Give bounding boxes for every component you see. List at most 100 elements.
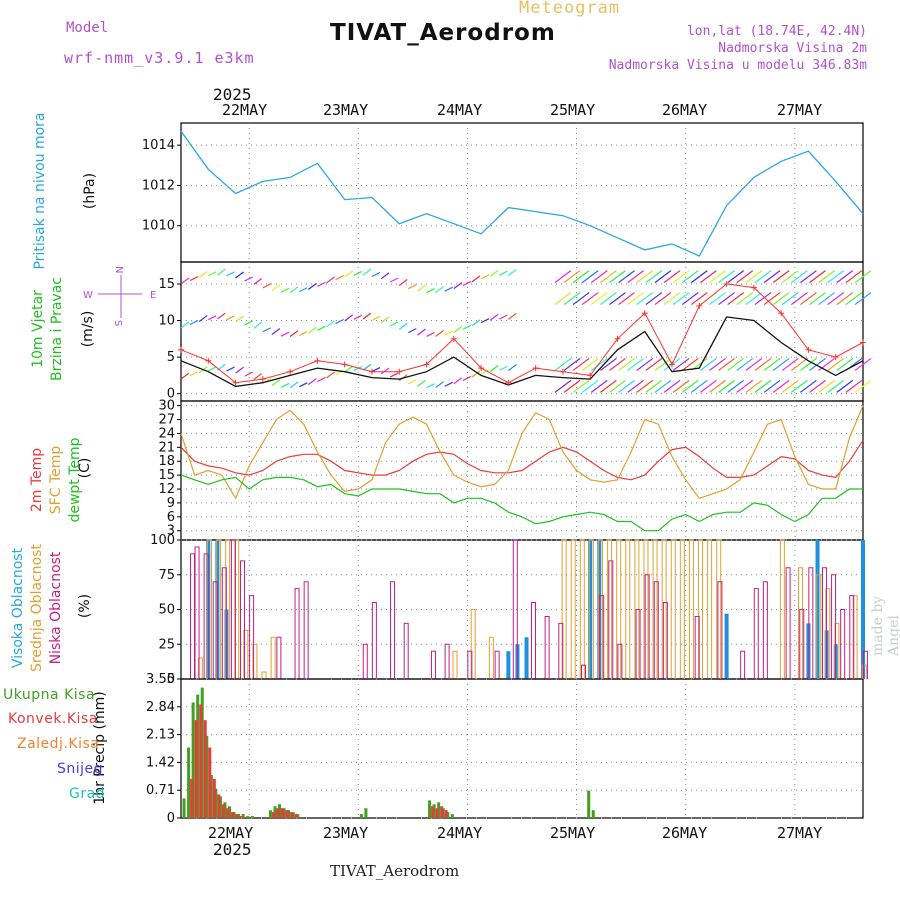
wind-barb <box>435 286 444 294</box>
wind-barb <box>572 270 590 284</box>
wind-gust-line <box>180 283 864 384</box>
wind-barb <box>498 365 508 371</box>
wind-barb <box>854 357 872 371</box>
date-label-top: 24MAY <box>437 101 483 119</box>
wind-barb <box>672 357 690 371</box>
wind-barb <box>600 379 617 393</box>
cloud-low-bar <box>303 581 309 679</box>
wind-barb <box>854 270 872 284</box>
date-label-top: 26MAY <box>662 101 708 119</box>
cloud-low-bar <box>530 602 536 679</box>
wind-barb <box>317 281 326 287</box>
wind-barb <box>645 379 663 393</box>
wind-barb <box>417 284 426 292</box>
precip-tick-label: 3.55 <box>146 672 175 687</box>
wind-barb <box>298 287 308 293</box>
cloud-low-bar <box>371 602 377 679</box>
precip-total-bar <box>441 808 445 818</box>
precip-total-bar <box>187 747 191 818</box>
wind-barb <box>408 284 417 290</box>
precip-convective-bar <box>212 778 216 818</box>
wind-barb <box>772 292 790 306</box>
cloud-low-bar <box>694 615 700 679</box>
wind-barb <box>208 315 217 321</box>
temp-tick-label: 12 <box>158 482 175 497</box>
cloud-low-bar <box>189 553 195 679</box>
wind-barb <box>471 319 481 327</box>
cloud-mid-bar <box>243 629 249 679</box>
wind-barb <box>507 268 517 276</box>
wind-barb <box>809 270 826 284</box>
precip-tick-label: 1.42 <box>146 755 175 770</box>
precip-total-bar <box>268 810 272 818</box>
cloud-low-bar <box>740 650 746 679</box>
wind-barb <box>371 271 381 277</box>
wind-barb <box>636 379 654 393</box>
date-label-top: 23MAY <box>323 101 369 119</box>
wind-barb <box>554 379 572 393</box>
wind-barb <box>690 292 708 306</box>
cloud-low-bar <box>581 664 587 679</box>
wind-barb <box>326 371 335 379</box>
wind-barb <box>226 315 235 321</box>
precip-tick-label: 0 <box>167 811 175 826</box>
dewpt-line <box>180 474 863 532</box>
wind-barb <box>827 292 845 306</box>
wind-tick-label: 5 <box>167 350 175 365</box>
cloud-low-bar <box>212 581 218 679</box>
precip-convective-bar <box>294 814 298 818</box>
wind-barb <box>317 376 326 383</box>
precip-total-bar <box>437 802 441 818</box>
date-label-bottom: 22MAY <box>208 824 254 842</box>
panel-frame-precip <box>180 678 864 819</box>
cloud-low-bar <box>808 567 814 679</box>
wind-barb <box>489 365 499 372</box>
precip-total-bar <box>205 735 209 818</box>
cloud-mid-bar <box>670 539 676 679</box>
date-label-top: 27MAY <box>777 101 823 119</box>
wind-barb <box>672 379 690 393</box>
wind-barb <box>618 379 635 393</box>
wind-barb <box>417 379 426 387</box>
wind-barb <box>800 292 817 306</box>
wind-barb <box>581 270 599 284</box>
wind-barb <box>344 270 354 278</box>
cloud-mid-bar <box>779 539 785 679</box>
wind-barb <box>772 379 790 393</box>
wind-barb <box>572 357 590 371</box>
precip-total-bar <box>214 788 218 818</box>
wind-barb <box>654 270 672 284</box>
wind-barb <box>362 268 372 276</box>
cloud-high-bar <box>815 540 820 679</box>
wind-barb <box>663 292 681 306</box>
temp-tick-label: 24 <box>158 426 175 441</box>
wind-barb <box>672 292 690 306</box>
wind-barb <box>763 270 781 284</box>
cloud-mid-bar <box>716 539 722 679</box>
cloud-low-bar <box>467 650 473 679</box>
wind-barb <box>353 270 363 276</box>
cloud-mid-bar <box>834 622 840 679</box>
wind-barb <box>208 271 217 277</box>
wind-tick-label: 10 <box>158 314 175 329</box>
precip-tick-label: 2.84 <box>146 700 175 715</box>
precip-total-bar <box>209 774 213 818</box>
precip-convective-bar <box>221 804 225 818</box>
wind-barb <box>408 328 417 334</box>
wind-barb <box>772 357 790 371</box>
temp-tick-label: 6 <box>167 510 175 525</box>
wind-barb <box>809 292 826 306</box>
model-altitude-info: Nadmorska Visina u modelu 346.83m <box>608 58 867 73</box>
wind-barb <box>781 270 799 284</box>
wind-barb <box>609 292 626 306</box>
wind-barb <box>827 379 845 393</box>
wind-barb <box>563 292 581 306</box>
precip-total-bar <box>428 800 432 818</box>
wind-barb <box>271 284 281 292</box>
cloud-high-bar <box>861 540 865 679</box>
cloud-high-bar <box>588 540 593 679</box>
cloud-mid-bar <box>197 657 203 679</box>
cloud-low-bar <box>390 581 396 679</box>
wind-barb <box>426 288 435 294</box>
wind-barb <box>198 315 208 323</box>
